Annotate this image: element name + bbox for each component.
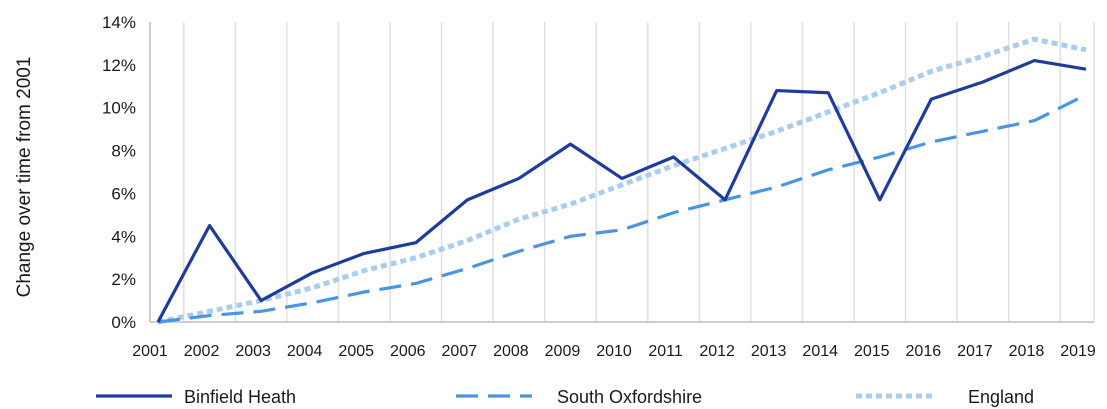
x-tick-label: 2007 <box>442 343 478 360</box>
series-line-binfield-heath <box>156 58 1087 323</box>
series-line-south-oxfordshire <box>157 93 1087 324</box>
y-tick-label: 6% <box>111 184 136 203</box>
x-tick-label: 2014 <box>802 343 838 360</box>
x-tick-label: 2016 <box>906 343 942 360</box>
x-tick-label: 2015 <box>854 343 890 360</box>
x-tick-label: 2006 <box>390 343 426 360</box>
y-tick-label: 10% <box>102 99 136 118</box>
series-line-england <box>157 36 1087 325</box>
x-tick-label: 2004 <box>287 343 323 360</box>
x-tick-label: 2010 <box>596 343 632 360</box>
x-tick-label: 2013 <box>751 343 787 360</box>
x-tick-label: 2003 <box>235 343 271 360</box>
x-tick-label: 2017 <box>957 343 993 360</box>
x-tick-label: 2001 <box>132 343 168 360</box>
gridlines <box>183 22 1095 322</box>
x-tick-label: 2018 <box>1009 343 1045 360</box>
legend-label: Binfield Heath <box>184 387 296 407</box>
legend-label: England <box>968 387 1034 407</box>
y-tick-label: 8% <box>111 142 136 161</box>
y-tick-label: 14% <box>102 13 136 32</box>
axes: 0% 2% 4% 6% 8% 10% 12% 14% 2001 2002 2003 2004 2005 2… <box>102 13 1096 360</box>
x-tick-label: 2012 <box>699 343 735 360</box>
y-axis-title: Change over time from 2001 <box>14 57 35 298</box>
y-tick-label: 4% <box>111 227 136 246</box>
y-tick-label: 0% <box>111 313 136 332</box>
x-tick-label: 2002 <box>184 343 220 360</box>
legend: Binfield Heath South Oxfordshire England <box>96 387 1034 407</box>
x-tick-label: 2005 <box>338 343 374 360</box>
x-tick-label: 2009 <box>545 343 581 360</box>
series-lines <box>156 36 1087 325</box>
x-tick-label: 2019 <box>1060 343 1096 360</box>
x-tick-label: 2011 <box>648 343 683 360</box>
y-tick-label: 2% <box>111 270 136 289</box>
y-tick-label: 12% <box>102 56 136 75</box>
legend-label: South Oxfordshire <box>557 387 702 407</box>
x-tick-label: 2008 <box>493 343 529 360</box>
